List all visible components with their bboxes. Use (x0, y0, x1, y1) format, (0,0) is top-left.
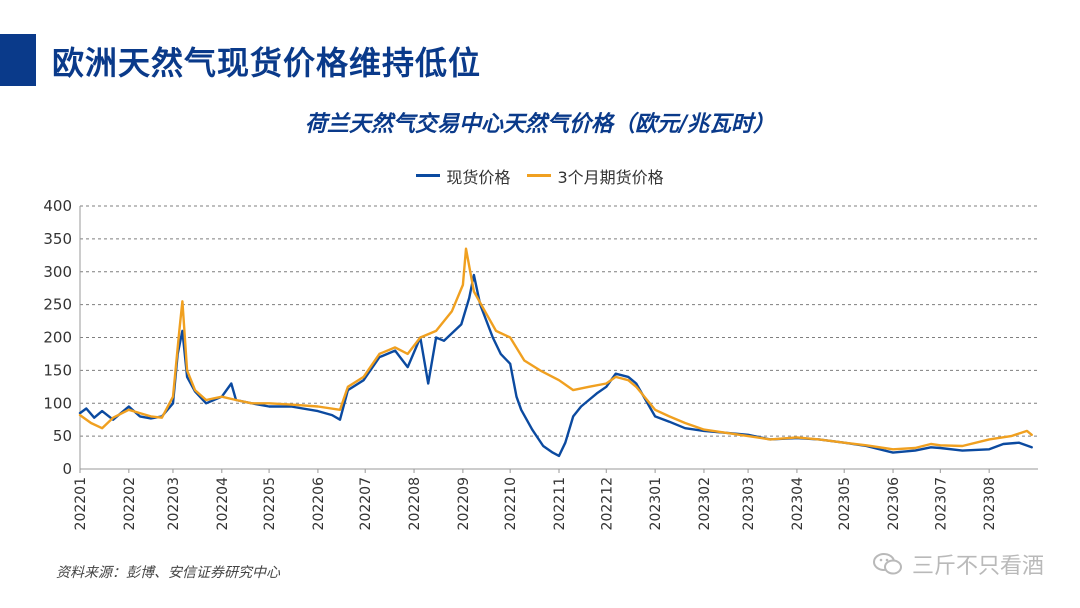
x-tick-label: 202301 (648, 477, 664, 530)
x-tick-label: 202308 (982, 477, 998, 530)
chart-title: 荷兰天然气交易中心天然气价格（欧元/兆瓦时） (304, 111, 776, 137)
x-tick-label: 202208 (407, 477, 423, 530)
y-tick-label: 300 (43, 263, 72, 281)
legend-item-futures: 3个月期货价格 (527, 164, 664, 188)
source-note: 资料来源：彭博、安信证券研究中心 (56, 565, 280, 581)
x-tick-label: 202306 (886, 477, 902, 531)
y-tick-label: 350 (43, 230, 72, 248)
x-tick-label: 202209 (456, 477, 472, 530)
x-tick-label: 202202 (122, 477, 138, 530)
slide-title: 欧洲天然气现货价格维持低位 (52, 44, 482, 82)
y-tick-label: 150 (43, 361, 72, 379)
x-tick-label: 202204 (215, 477, 231, 531)
x-tick-label: 202211 (552, 477, 568, 530)
x-tick-label: 202304 (790, 477, 806, 531)
legend-item-spot: 现货价格 (416, 164, 510, 188)
y-tick-label: 400 (43, 197, 72, 215)
x-tick-label: 202305 (837, 477, 853, 530)
legend-label-futures: 3个月期货价格 (557, 167, 664, 187)
y-tick-label: 200 (43, 329, 72, 347)
watermark-text: 三斤不只看酒 (911, 554, 1044, 579)
x-tick-label: 202303 (741, 477, 757, 530)
title-accent-bar (0, 34, 36, 86)
y-tick-label: 50 (53, 427, 72, 445)
x-tick-label: 202203 (166, 477, 182, 530)
x-tick-label: 202205 (262, 477, 278, 530)
x-tick-label: 202212 (599, 477, 615, 530)
y-tick-label: 100 (43, 394, 72, 412)
x-tick-label: 202207 (358, 477, 374, 530)
x-tick-label: 202201 (73, 477, 89, 530)
x-tick-label: 202210 (503, 477, 519, 530)
legend-label-spot: 现货价格 (446, 167, 511, 187)
wechat-watermark: 三斤不只看酒 (872, 548, 1044, 580)
series-line-spot (78, 273, 1033, 458)
y-tick-label: 250 (43, 296, 72, 314)
wechat-icon (872, 553, 902, 575)
x-tick-label: 202206 (311, 477, 327, 531)
chart-legend: 现货价格 3个月期货价格 (0, 162, 1080, 188)
y-tick-label: 0 (62, 460, 72, 478)
legend-swatch-spot (416, 174, 441, 177)
series-line-futures (78, 247, 1033, 451)
x-tick-label: 202302 (697, 477, 713, 530)
x-tick-label: 202307 (933, 477, 949, 530)
legend-swatch-futures (527, 174, 552, 177)
